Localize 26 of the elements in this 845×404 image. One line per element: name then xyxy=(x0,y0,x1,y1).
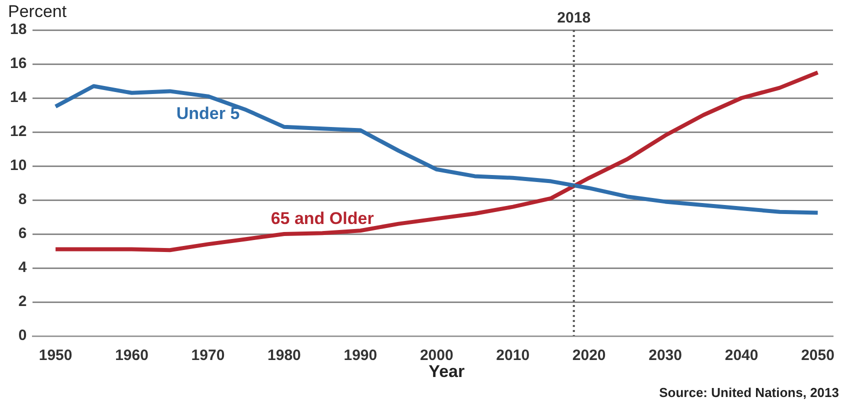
y-axis-title: Percent xyxy=(8,2,67,22)
y-tick-label: 4 xyxy=(18,259,28,276)
x-tick-label: 1970 xyxy=(191,347,225,364)
y-tick-label: 6 xyxy=(18,225,27,242)
y-tick-label: 0 xyxy=(18,327,27,344)
x-tick-label: 2010 xyxy=(496,347,530,364)
y-tick-label: 18 xyxy=(10,21,27,38)
x-tick-label: 1990 xyxy=(344,347,378,364)
y-tick-label: 2 xyxy=(18,293,27,310)
x-tick-label: 2020 xyxy=(572,347,606,364)
y-tick-label: 8 xyxy=(18,191,27,208)
x-tick-label: 2050 xyxy=(801,347,834,364)
x-tick-label: 1960 xyxy=(115,347,148,364)
x-tick-label: 1950 xyxy=(38,347,72,364)
series-label: 65 and Older xyxy=(270,208,374,228)
y-tick-label: 12 xyxy=(10,123,27,140)
y-tick-label: 10 xyxy=(10,157,27,174)
x-tick-label: 2040 xyxy=(724,347,758,364)
y-tick-label: 14 xyxy=(10,89,28,106)
source-note: Source: United Nations, 2013 xyxy=(659,385,839,400)
y-tick-label: 16 xyxy=(10,55,27,72)
x-tick-label: 2000 xyxy=(420,347,454,364)
ref-line-label: 2018 xyxy=(557,10,591,27)
x-tick-label: 1980 xyxy=(268,347,301,364)
x-axis-title: Year xyxy=(428,362,465,382)
x-tick-label: 2030 xyxy=(648,347,682,364)
